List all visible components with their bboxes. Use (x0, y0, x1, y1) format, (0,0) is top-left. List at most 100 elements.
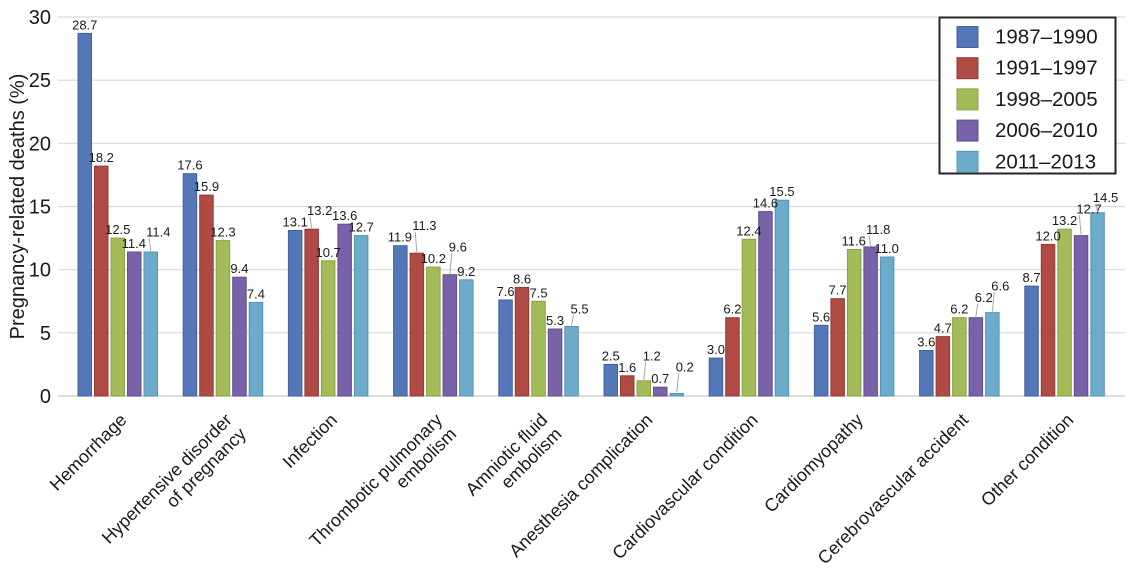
bar-1987–1990 (77, 32, 92, 397)
x-category-label: Other condition (977, 410, 1077, 510)
bar-1991–1997 (935, 336, 951, 397)
bar-2006–2010 (758, 211, 773, 397)
value-label-leader-line (991, 292, 995, 312)
bar-value-label: 5.6 (812, 309, 830, 324)
bar-value-label: 1.6 (618, 360, 636, 375)
bar-value-label: 2.5 (602, 348, 620, 363)
legend-swatch-4 (956, 119, 979, 142)
bar-value-label: 15.5 (769, 184, 794, 199)
bar-1998–2005 (741, 238, 757, 397)
bar-value-label: 11.3 (412, 218, 436, 233)
bar-2011–2013 (459, 279, 474, 397)
bar-value-label: 10.2 (421, 251, 446, 266)
bar-1998–2005 (636, 380, 651, 397)
legend-swatch-5 (956, 150, 979, 173)
legend-label-2: 1991–1997 (995, 57, 1098, 80)
bar-value-label: 7.6 (497, 284, 515, 299)
bar-value-label: 13.6 (332, 208, 357, 223)
y-tick-label-25: 25 (29, 70, 51, 92)
bar-2011–2013 (774, 199, 790, 397)
bar-value-label: 11.4 (146, 225, 170, 240)
bar-2011–2013 (248, 302, 264, 397)
bar-value-label: 12.0 (1035, 228, 1060, 243)
bar-1998–2005 (320, 260, 336, 397)
bar-value-label: 15.9 (194, 179, 219, 194)
value-label-leader-line (868, 235, 872, 247)
bar-value-label: 9.2 (457, 264, 475, 279)
legend-label-3: 1998–2005 (995, 88, 1098, 111)
bar-2006–2010 (968, 317, 984, 397)
bar-value-label: 13.2 (1052, 213, 1077, 228)
value-label-leader-line (449, 253, 453, 274)
y-axis-title: Pregnancy-related deaths (%) (7, 74, 29, 340)
x-category-label: Amniotic fluidembolism (462, 410, 566, 514)
bar-1987–1990 (919, 350, 934, 397)
bar-value-label: 6.6 (991, 279, 1009, 294)
legend-label-5: 2011–2013 (995, 150, 1096, 173)
bar-value-label: 8.7 (1023, 270, 1041, 285)
bar-value-label: 17.6 (177, 158, 202, 173)
y-tick-label-20: 20 (29, 133, 51, 155)
bar-1987–1990 (393, 245, 408, 397)
bar-value-label: 14.6 (753, 196, 778, 211)
bar-1991–1997 (94, 165, 109, 397)
bar-1987–1990 (813, 324, 829, 397)
value-label-leader-line (148, 237, 152, 252)
value-label-leader-line (643, 361, 647, 380)
bar-value-label: 13.2 (307, 203, 332, 218)
value-label-leader-line (309, 216, 313, 229)
value-label-leader-line (676, 373, 680, 393)
bar-value-label: 7.4 (247, 287, 265, 302)
bar-1998–2005 (215, 240, 231, 397)
bar-1998–2005 (110, 237, 125, 397)
bar-value-label: 13.1 (283, 215, 308, 230)
bar-2006–2010 (653, 386, 668, 397)
legend-swatch-3 (956, 88, 979, 111)
bar-value-label: 12.7 (1076, 202, 1101, 217)
bar-value-label: 5.5 (571, 302, 589, 317)
bar-1998–2005 (952, 317, 967, 397)
bar-1991–1997 (304, 228, 319, 397)
bar-2006–2010 (1073, 235, 1089, 397)
x-category-label: Infection (279, 410, 341, 472)
bar-1998–2005 (426, 266, 441, 397)
bar-value-label: 12.4 (736, 223, 761, 238)
bar-value-label: 11.6 (842, 234, 866, 249)
bar-2011–2013 (1090, 212, 1105, 397)
bar-value-label: 6.2 (950, 302, 968, 317)
bar-1987–1990 (498, 299, 513, 397)
bar-value-label: 9.6 (449, 240, 467, 255)
legend-swatch-1 (956, 26, 979, 48)
bar-2011–2013 (985, 312, 1000, 397)
bar-value-label: 1.2 (643, 348, 661, 363)
bar-value-label: 8.6 (513, 271, 531, 286)
bar-2006–2010 (232, 276, 247, 397)
bar-1987–1990 (603, 363, 618, 397)
bar-1987–1990 (708, 357, 724, 397)
x-category-label: Cardiomyopathy (760, 410, 867, 517)
bar-2006–2010 (547, 328, 563, 397)
bar-value-label: 10.7 (316, 245, 341, 260)
y-tick-label-5: 5 (40, 323, 51, 345)
bar-1991–1997 (725, 317, 740, 397)
bar-value-label: 12.7 (349, 220, 374, 235)
bar-value-label: 11.9 (388, 230, 412, 245)
value-label-leader-line (414, 231, 418, 253)
bar-1991–1997 (409, 252, 425, 397)
bar-value-label: 4.7 (934, 321, 952, 336)
bar-2006–2010 (442, 274, 458, 397)
bar-1987–1990 (287, 230, 303, 397)
legend-swatch-2 (956, 57, 979, 80)
y-tick-label-30: 30 (29, 7, 51, 29)
bar-1991–1997 (199, 194, 214, 397)
bar-2006–2010 (127, 251, 142, 397)
value-label-leader-line (1078, 215, 1082, 235)
y-tick-label-10: 10 (29, 260, 51, 282)
bar-1998–2005 (1057, 228, 1072, 397)
bar-value-label: 28.7 (72, 17, 97, 32)
x-category-label: Hemorrhage (46, 410, 131, 495)
bar-value-label: 12.5 (105, 222, 130, 237)
bar-1991–1997 (620, 375, 635, 397)
y-tick-label-15: 15 (29, 197, 51, 219)
